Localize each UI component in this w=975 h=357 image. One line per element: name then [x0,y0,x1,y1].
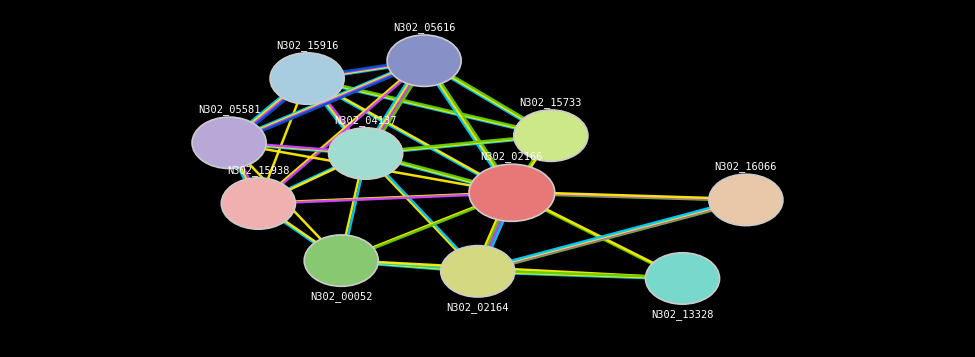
Text: N302_15733: N302_15733 [520,97,582,108]
Ellipse shape [387,35,461,86]
Text: N302_16066: N302_16066 [715,161,777,172]
Text: N302_05616: N302_05616 [393,22,455,33]
Ellipse shape [441,246,515,297]
Ellipse shape [469,164,555,221]
Text: N302_02164: N302_02164 [447,302,509,313]
Ellipse shape [270,53,344,104]
Text: N302_05581: N302_05581 [198,104,260,115]
Text: N302_00052: N302_00052 [310,291,372,302]
Text: N302_15938: N302_15938 [227,165,290,176]
Text: N302_02166: N302_02166 [481,151,543,162]
Ellipse shape [192,117,266,169]
Ellipse shape [221,178,295,229]
Text: N302_04137: N302_04137 [334,115,397,126]
Text: N302_13328: N302_13328 [651,309,714,320]
Ellipse shape [709,174,783,226]
Ellipse shape [514,110,588,161]
Ellipse shape [304,235,378,286]
Ellipse shape [645,253,720,304]
Text: N302_15916: N302_15916 [276,40,338,51]
Ellipse shape [329,128,403,179]
